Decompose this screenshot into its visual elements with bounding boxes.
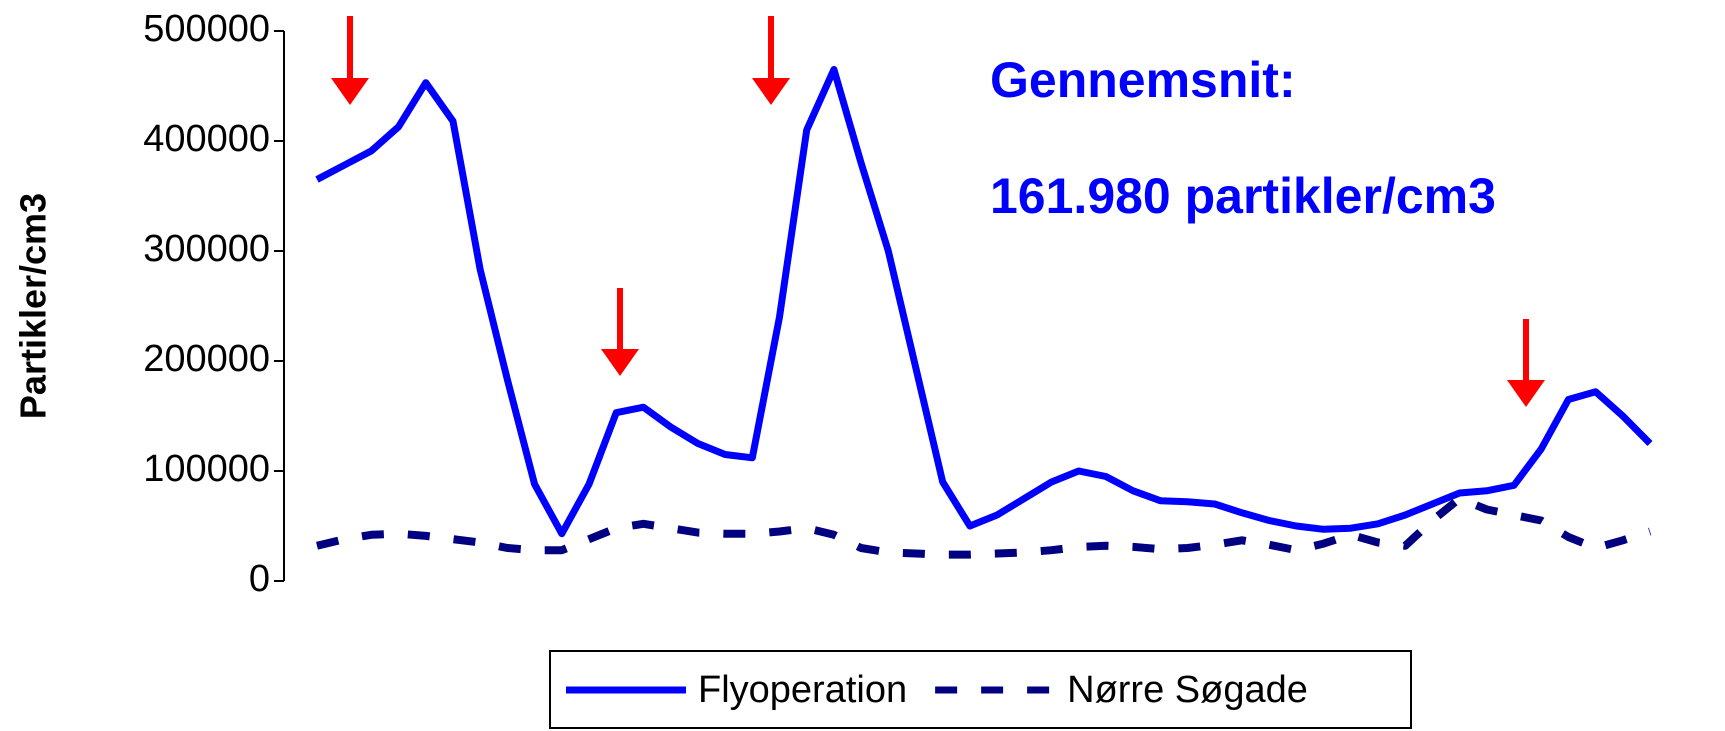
arrows xyxy=(331,16,1545,407)
y-tick-label: 200000 xyxy=(143,338,270,380)
y-tick-label: 100000 xyxy=(143,448,270,490)
series-line xyxy=(316,494,1652,559)
y-tick-label: 400000 xyxy=(143,118,270,160)
y-tick-label: 300000 xyxy=(143,228,270,270)
legend-label: Flyoperation xyxy=(698,669,907,711)
legend xyxy=(549,650,1412,729)
annotation: Gennemsnit: xyxy=(990,52,1296,108)
series-line xyxy=(315,66,1653,538)
annotation: 161.980 partikler/cm3 xyxy=(990,168,1496,224)
y-tick-label: 500000 xyxy=(143,8,270,50)
y-axis-label: Partikler/cm3 xyxy=(13,193,54,419)
y-tick-label: 0 xyxy=(249,558,270,600)
legend-label: Nørre Søgade xyxy=(1067,669,1308,711)
